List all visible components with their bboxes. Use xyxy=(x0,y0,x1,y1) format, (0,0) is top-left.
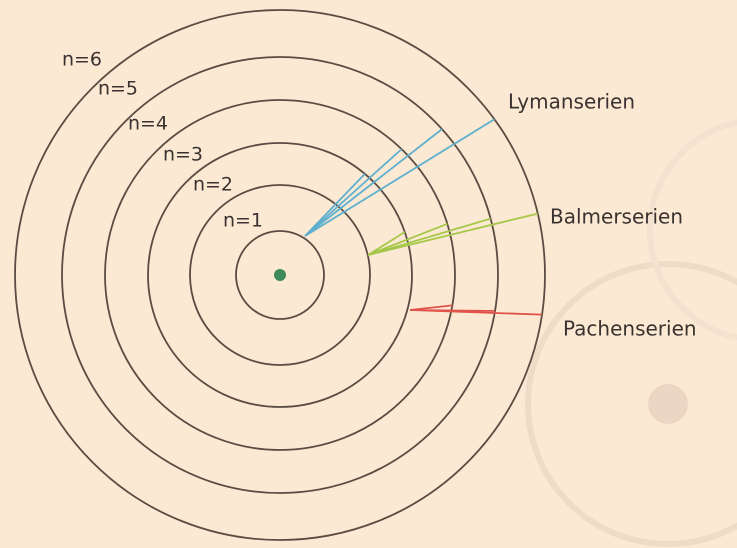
level-label: n=5 xyxy=(98,78,138,100)
level-label: n=2 xyxy=(193,174,233,196)
nucleus xyxy=(274,269,286,281)
level-label: n=6 xyxy=(62,49,102,71)
diagram: n=1 n=2 n=3 n=4 n=5 n=6 Lymanserien Balmerserie… xyxy=(0,0,737,548)
level-label: n=3 xyxy=(163,144,203,166)
series-label: Balmerserien xyxy=(550,205,683,229)
series-label: Lymanserien xyxy=(508,90,635,114)
decor-dot xyxy=(648,384,688,424)
level-label: n=1 xyxy=(223,210,263,232)
series-label: Pachenserien xyxy=(563,317,697,341)
level-label: n=4 xyxy=(128,113,168,135)
